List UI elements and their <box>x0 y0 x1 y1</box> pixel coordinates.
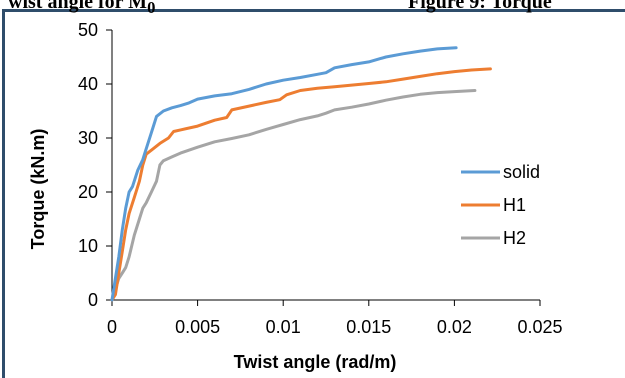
legend-label-h1: H1 <box>503 195 526 215</box>
x-tick-label: 0.01 <box>266 317 301 337</box>
series-line-h1 <box>110 67 492 302</box>
figure <box>0 9 625 378</box>
y-tick-label: 0 <box>88 290 98 310</box>
legend-label-h2: H2 <box>503 228 526 248</box>
series-line-h2 <box>110 89 477 302</box>
cropped-caption-left: wist angle for M0 <box>8 0 155 17</box>
y-tick-label: 30 <box>78 128 98 148</box>
figure-frame-left <box>2 9 5 378</box>
series-line-solid <box>110 46 458 302</box>
y-tick-label: 50 <box>78 20 98 40</box>
x-tick-label: 0.02 <box>437 317 472 337</box>
plot-series <box>110 46 492 302</box>
legend: solid H1 H2 <box>461 162 540 248</box>
x-tick-label: 0 <box>107 317 117 337</box>
cropped-caption-left-subscript: 0 <box>147 0 156 17</box>
y-tick-label: 20 <box>78 182 98 202</box>
x-tick-label: 0.005 <box>175 317 220 337</box>
y-axis-title: Torque (kN.m) <box>28 129 48 250</box>
plot-axes: 0 10 20 30 40 50 0 0.005 0.01 0.015 0.02 0.025 <box>78 20 563 337</box>
legend-label-solid: solid <box>503 162 540 182</box>
figure-frame-top <box>2 9 625 12</box>
x-tick-label: 0.015 <box>346 317 391 337</box>
y-tick-label: 10 <box>78 236 98 256</box>
cropped-caption-left-text: wist angle for M <box>8 0 148 13</box>
y-tick-label: 40 <box>78 74 98 94</box>
x-axis-title: Twist angle (rad/m) <box>234 352 397 372</box>
x-tick-label: 0.025 <box>517 317 562 337</box>
